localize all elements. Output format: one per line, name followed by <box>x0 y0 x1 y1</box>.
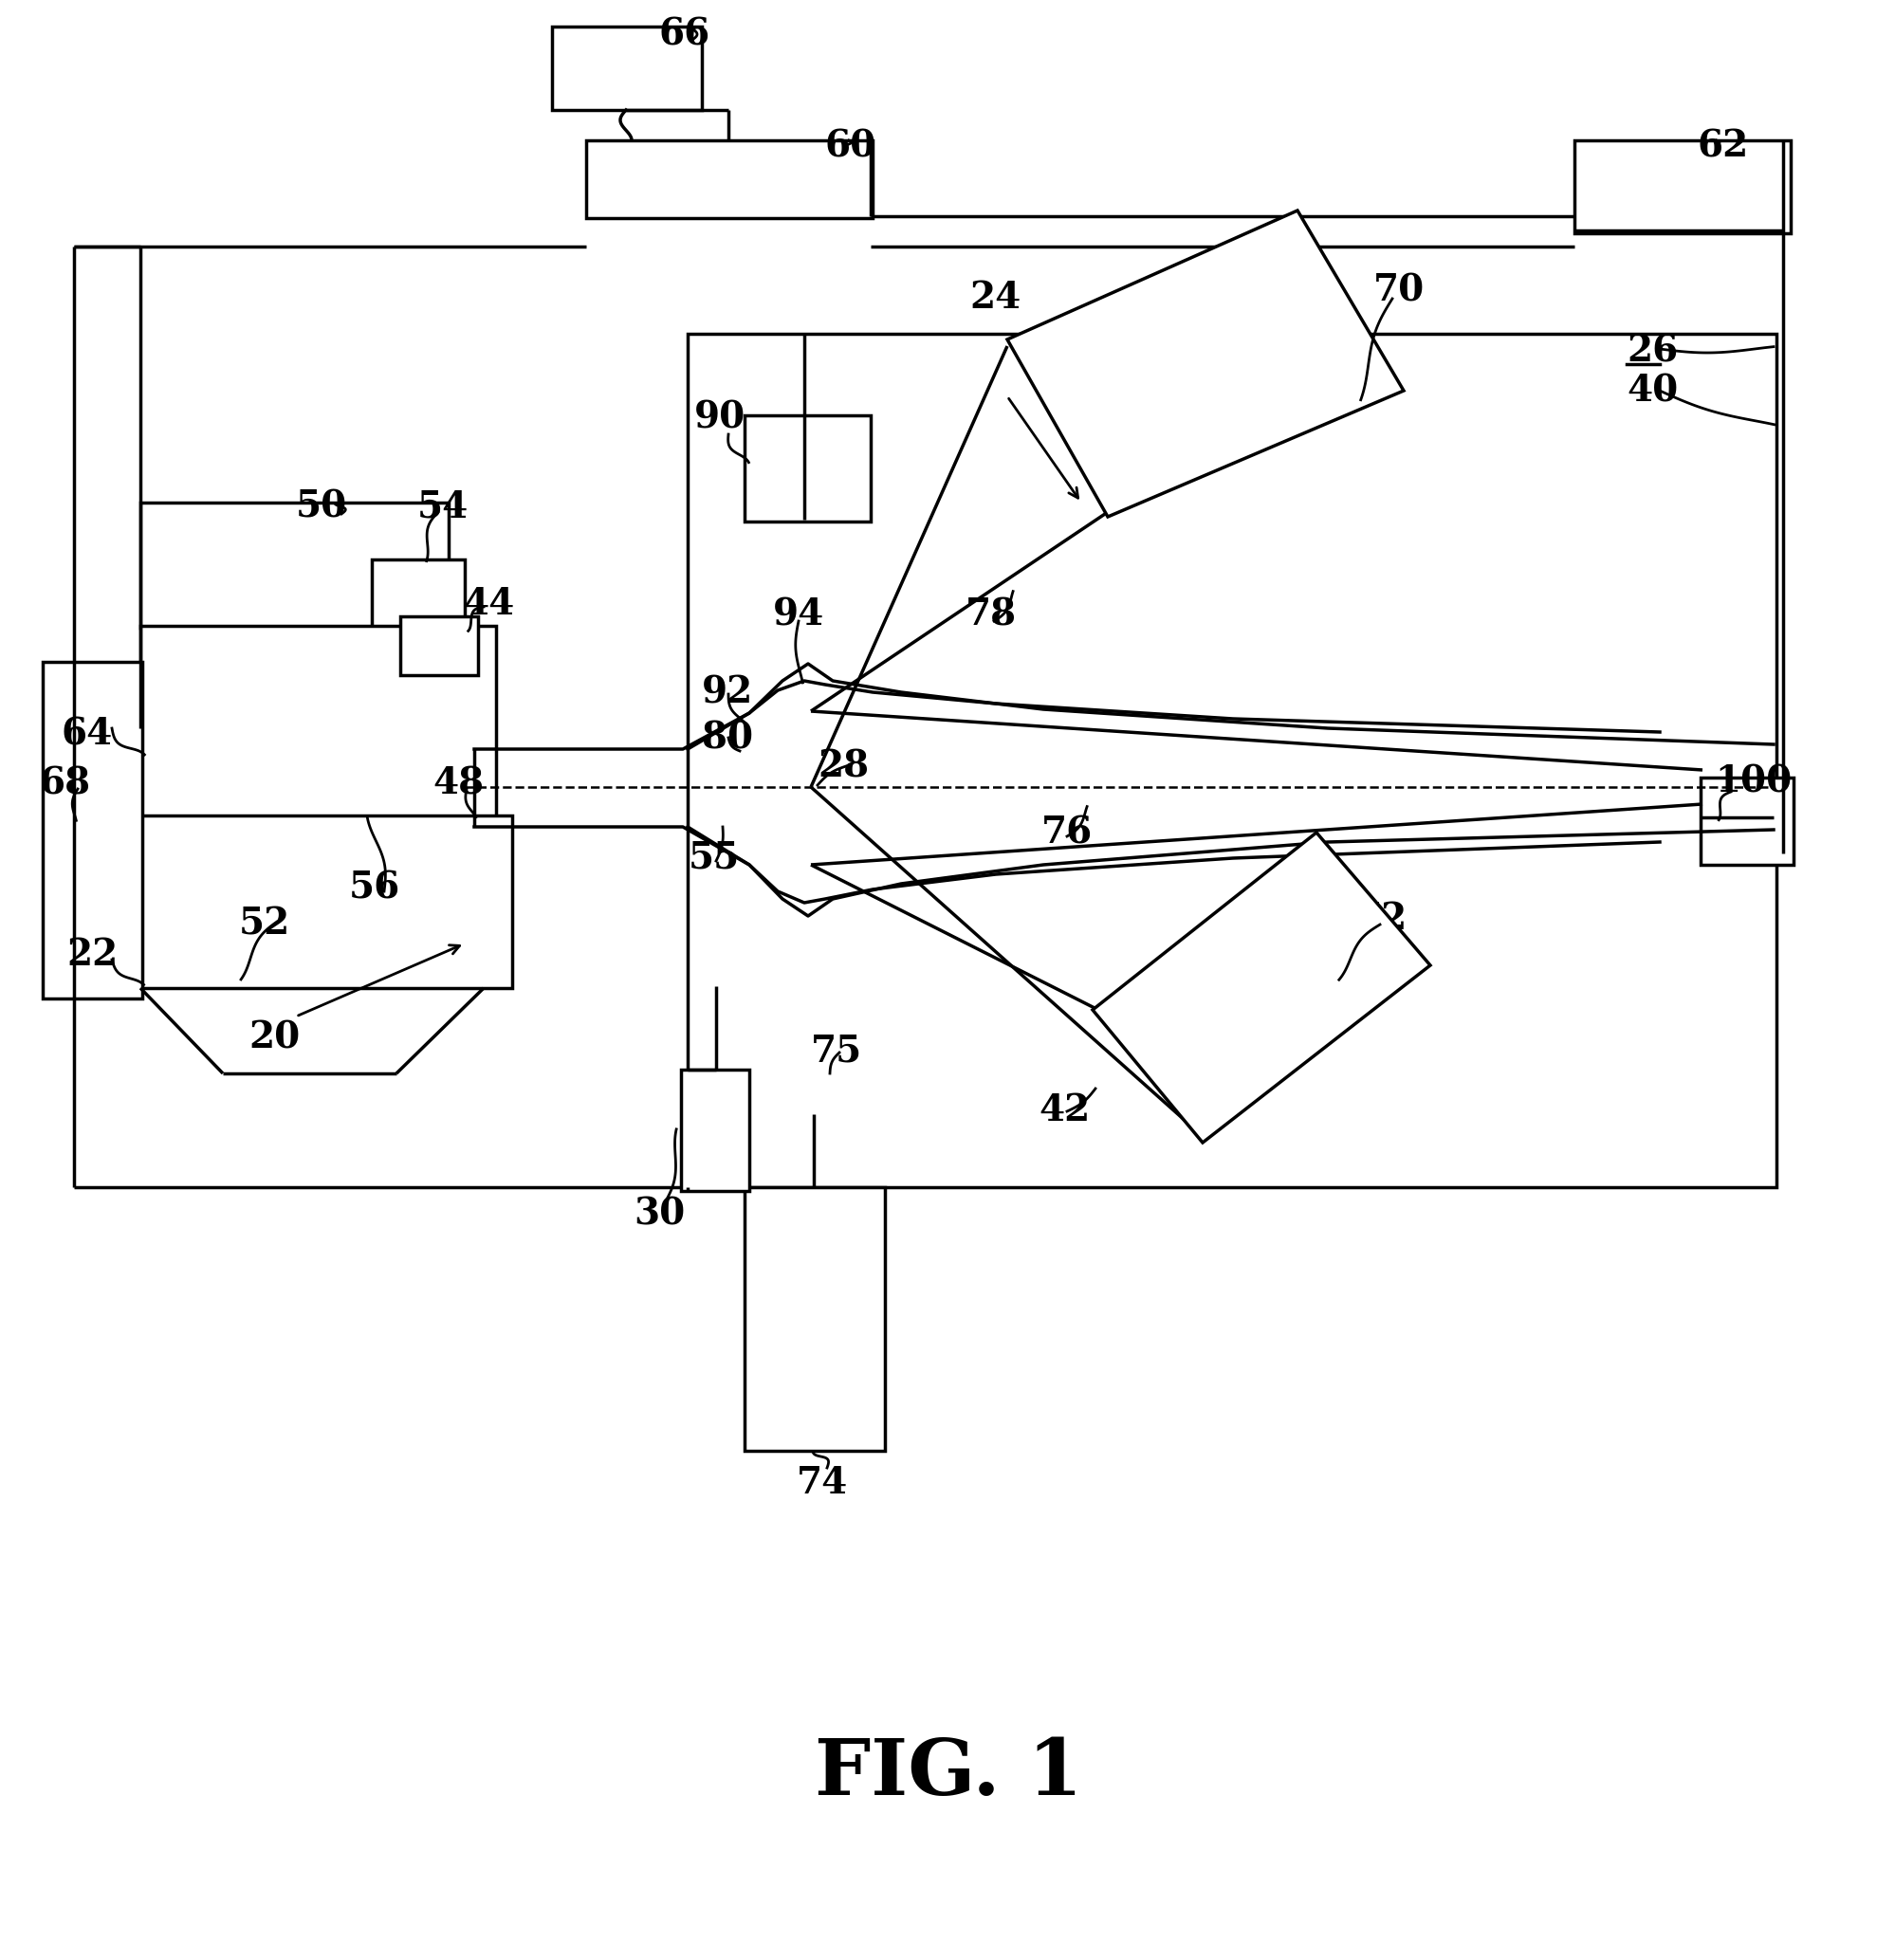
Text: 42: 42 <box>1038 1092 1090 1129</box>
Text: 48: 48 <box>432 766 483 802</box>
Text: 80: 80 <box>701 721 752 757</box>
Text: 75: 75 <box>811 1033 862 1070</box>
Text: 90: 90 <box>694 400 745 437</box>
Text: 70: 70 <box>1372 272 1425 310</box>
Bar <box>100 815 512 988</box>
Text: 54: 54 <box>417 490 468 525</box>
Text: 100: 100 <box>1713 764 1791 800</box>
Polygon shape <box>1092 833 1429 1143</box>
Bar <box>586 141 872 218</box>
Text: FIG. 1: FIG. 1 <box>815 1735 1082 1811</box>
Text: 60: 60 <box>824 127 875 165</box>
Bar <box>140 625 496 817</box>
Text: 52: 52 <box>239 906 290 941</box>
Text: 66: 66 <box>659 18 711 53</box>
Text: 78: 78 <box>965 598 1016 633</box>
Text: 50: 50 <box>296 488 347 525</box>
Text: 62: 62 <box>1696 127 1749 165</box>
Bar <box>745 416 870 521</box>
Bar <box>44 662 142 998</box>
Bar <box>140 502 449 627</box>
Text: 40: 40 <box>1626 374 1677 410</box>
Text: 44: 44 <box>462 586 514 621</box>
Bar <box>680 1070 749 1192</box>
Text: 94: 94 <box>773 598 824 633</box>
Text: 22: 22 <box>66 937 117 972</box>
Bar <box>1700 778 1793 864</box>
Bar <box>745 1188 885 1450</box>
Text: 26: 26 <box>1626 333 1677 370</box>
Text: 64: 64 <box>63 715 114 753</box>
Text: 76: 76 <box>1040 815 1092 851</box>
Bar <box>63 729 218 821</box>
Polygon shape <box>1006 210 1402 517</box>
Text: 30: 30 <box>633 1198 684 1233</box>
Text: 56: 56 <box>349 870 400 907</box>
Text: 92: 92 <box>701 674 752 711</box>
Text: 74: 74 <box>796 1464 847 1501</box>
Text: 72: 72 <box>1355 902 1406 937</box>
Bar <box>1573 141 1789 233</box>
Bar <box>551 27 701 110</box>
Text: 55: 55 <box>688 839 739 876</box>
Text: 24: 24 <box>968 280 1020 316</box>
Bar <box>688 333 1776 1188</box>
Bar <box>400 615 478 674</box>
Bar <box>371 559 464 631</box>
Text: 28: 28 <box>817 749 868 786</box>
Text: 20: 20 <box>248 1019 299 1054</box>
Text: 68: 68 <box>40 766 91 802</box>
